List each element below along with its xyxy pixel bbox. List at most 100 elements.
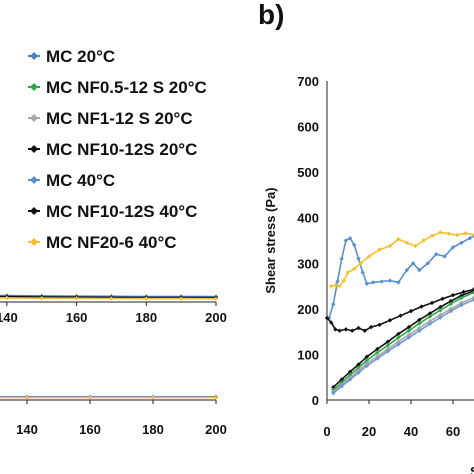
data-point bbox=[347, 377, 353, 382]
data-point bbox=[362, 328, 367, 333]
data-point bbox=[385, 339, 391, 344]
data-point bbox=[356, 362, 361, 367]
data-point bbox=[347, 236, 353, 241]
data-point bbox=[448, 298, 454, 304]
plot-area bbox=[325, 230, 474, 396]
data-point bbox=[410, 261, 416, 266]
legend-label-mc-nf0-5-12-s-20-c: MC NF0.5-12 S 20°C bbox=[46, 78, 207, 97]
data-point bbox=[356, 370, 361, 375]
x-tick-label-20: 20 bbox=[362, 424, 376, 439]
x-tick-label-200: 200 bbox=[205, 422, 227, 437]
data-point bbox=[408, 308, 414, 314]
data-point bbox=[331, 302, 336, 307]
legend-label-mc-nf10-12s-20-c: MC NF10-12S 20°C bbox=[46, 140, 197, 159]
series-line-mc-nf10-12s-20-c bbox=[0, 295, 217, 299]
data-point bbox=[387, 318, 393, 323]
data-point bbox=[471, 290, 474, 295]
data-point bbox=[413, 243, 418, 249]
data-point bbox=[463, 231, 468, 236]
data-point bbox=[358, 261, 363, 266]
data-point bbox=[396, 331, 401, 337]
plot-area bbox=[0, 293, 219, 301]
data-point bbox=[438, 308, 443, 313]
data-point bbox=[337, 283, 342, 289]
data-point bbox=[345, 270, 351, 275]
data-point bbox=[459, 240, 464, 245]
legend-marker bbox=[30, 207, 38, 215]
data-point bbox=[150, 395, 156, 400]
x-tick-label-160: 160 bbox=[66, 310, 88, 325]
data-point bbox=[331, 390, 336, 396]
data-point bbox=[396, 335, 401, 340]
data-point bbox=[387, 243, 393, 249]
data-point bbox=[339, 384, 344, 389]
x-tick-label-160: 160 bbox=[79, 422, 101, 437]
data-point bbox=[144, 296, 149, 301]
data-point bbox=[87, 395, 93, 400]
data-point bbox=[471, 297, 474, 302]
series-line-mc-20-c bbox=[0, 294, 216, 298]
data-point bbox=[429, 233, 435, 239]
data-point bbox=[337, 328, 342, 333]
data-point bbox=[417, 328, 422, 333]
data-point bbox=[467, 236, 472, 241]
data-point bbox=[455, 232, 460, 238]
data-point bbox=[406, 335, 412, 340]
data-point bbox=[377, 322, 382, 328]
data-point bbox=[329, 283, 334, 289]
data-point bbox=[39, 295, 44, 301]
data-point bbox=[360, 270, 365, 275]
panel-label-b: b) bbox=[258, 0, 284, 30]
data-point bbox=[329, 320, 334, 325]
legend-marker bbox=[30, 145, 38, 153]
data-point bbox=[333, 327, 338, 332]
data-point bbox=[438, 312, 443, 317]
x-tick-label-140: 140 bbox=[16, 422, 38, 437]
data-point bbox=[471, 232, 474, 238]
data-point bbox=[438, 304, 443, 310]
y-tick-label-400: 400 bbox=[297, 211, 319, 226]
legend-label-mc-nf1-12-s-20-c: MC NF1-12 S 20°C bbox=[46, 109, 193, 128]
data-point bbox=[438, 315, 443, 320]
data-point bbox=[4, 295, 10, 301]
data-point bbox=[356, 325, 361, 331]
legend-marker bbox=[30, 114, 38, 122]
data-point bbox=[385, 349, 391, 354]
data-point bbox=[375, 356, 380, 361]
data-point bbox=[343, 238, 349, 243]
data-point bbox=[429, 300, 435, 306]
legend-label-mc-nf10-12s-40-c: MC NF10-12S 40°C bbox=[46, 202, 197, 221]
data-point bbox=[213, 296, 219, 301]
data-point bbox=[213, 395, 219, 400]
data-point bbox=[109, 296, 114, 301]
data-point bbox=[352, 242, 357, 248]
data-point bbox=[377, 247, 382, 252]
data-point bbox=[375, 350, 380, 355]
data-point bbox=[419, 304, 424, 309]
legend-marker bbox=[30, 238, 38, 246]
data-point bbox=[371, 280, 376, 285]
data-point bbox=[448, 301, 454, 307]
data-point bbox=[417, 267, 422, 273]
x-axis-title: S bbox=[470, 464, 474, 474]
data-point bbox=[425, 261, 430, 266]
data-point bbox=[364, 358, 370, 363]
legend-label-mc-nf20-6-40-c: MC NF20-6 40°C bbox=[46, 233, 177, 252]
data-point bbox=[434, 251, 439, 257]
data-point bbox=[366, 254, 372, 259]
y-tick-label-0: 0 bbox=[312, 393, 319, 408]
data-point bbox=[404, 267, 409, 273]
data-point bbox=[440, 296, 445, 302]
y-tick-label-500: 500 bbox=[297, 165, 319, 180]
data-point bbox=[368, 324, 374, 330]
legend-marker bbox=[30, 176, 38, 184]
plot-area bbox=[0, 394, 219, 400]
data-point bbox=[364, 281, 370, 286]
x-tick-label-180: 180 bbox=[135, 310, 157, 325]
data-point bbox=[427, 321, 433, 327]
data-point bbox=[178, 296, 184, 301]
data-point bbox=[325, 315, 330, 321]
y-tick-label-200: 200 bbox=[297, 302, 319, 317]
